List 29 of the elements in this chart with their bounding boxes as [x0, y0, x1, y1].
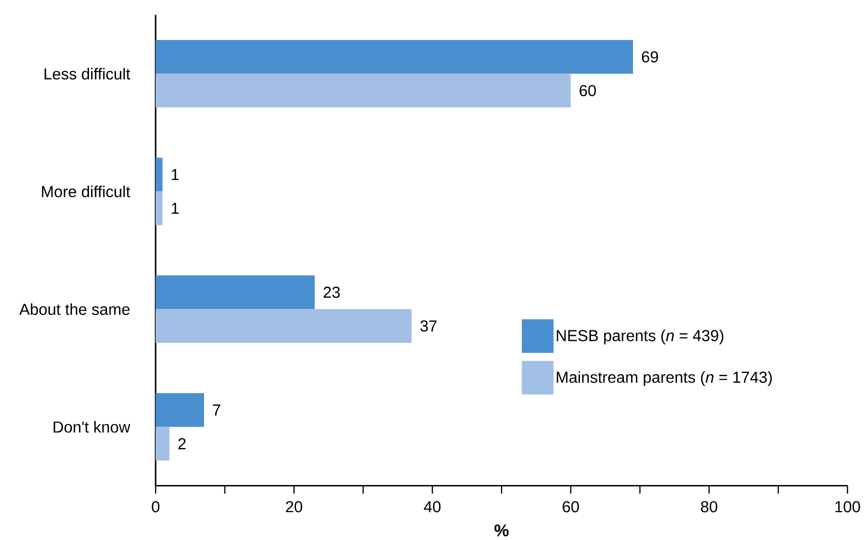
x-axis-title: % — [494, 524, 509, 537]
y-tick-label: About the same — [19, 303, 130, 316]
x-tick-label: 20 — [286, 501, 302, 512]
x-tick-label: 60 — [562, 501, 579, 512]
bar — [156, 158, 163, 192]
data-label: 1 — [172, 202, 179, 214]
data-label: 69 — [642, 51, 658, 63]
bar — [156, 276, 315, 310]
data-label: 23 — [324, 286, 340, 298]
bar — [156, 40, 634, 74]
data-label: 1 — [172, 169, 179, 180]
bar — [156, 309, 412, 344]
bar — [156, 74, 571, 108]
x-tick-label: 0 — [152, 501, 160, 512]
x-tick-label: 40 — [424, 501, 441, 512]
bar — [156, 393, 204, 428]
data-label: 60 — [580, 85, 596, 96]
data-label: 2 — [178, 438, 186, 450]
y-tick-label: Don't know — [54, 421, 130, 433]
data-label: 7 — [212, 404, 220, 416]
x-tick-label: 80 — [700, 501, 718, 512]
bar — [156, 192, 163, 226]
legend-label: NESB parents (n = 439) — [556, 330, 724, 345]
y-tick-label: More difficult — [42, 186, 130, 198]
y-tick-label: Less difficult — [44, 68, 130, 80]
data-label: 37 — [420, 320, 437, 332]
legend-label: Mainstream parents (n = 1743) — [556, 371, 772, 386]
bar — [156, 427, 170, 461]
x-tick-label: 100 — [835, 501, 860, 512]
